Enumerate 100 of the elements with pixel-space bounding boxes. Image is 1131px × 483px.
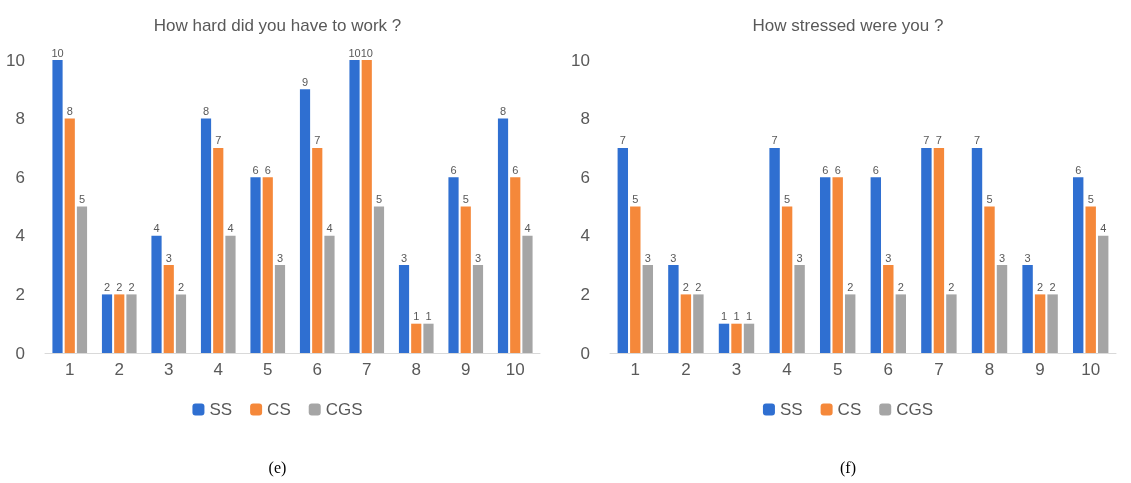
legend-label: CS [267, 400, 291, 419]
x-tick-label: 3 [164, 360, 174, 379]
bar [731, 323, 742, 353]
data-label: 10 [360, 46, 373, 59]
bar [151, 235, 162, 353]
data-label: 7 [619, 134, 626, 147]
bar [398, 265, 410, 353]
data-label: 6 [264, 163, 271, 176]
bar [933, 147, 945, 353]
chart-title: How stressed were you ? [752, 16, 944, 35]
bar [832, 177, 843, 353]
bar [1047, 294, 1058, 353]
data-label: 1 [745, 310, 753, 323]
bar [1072, 177, 1084, 353]
data-label: 5 [784, 193, 791, 205]
x-tick-label: 5 [832, 360, 843, 379]
data-label: 1 [733, 310, 740, 323]
legend-label: CS [837, 400, 862, 419]
bar [844, 294, 856, 353]
legend-label: CGS [325, 400, 363, 419]
data-label: 2 [177, 280, 185, 293]
data-label: 4 [1100, 222, 1107, 235]
data-label: 5 [375, 193, 383, 205]
bar [274, 265, 286, 353]
y-tick-label: 8 [580, 109, 590, 129]
data-label: 4 [227, 222, 234, 235]
bar [213, 147, 224, 353]
data-label: 5 [632, 193, 639, 205]
bar [781, 206, 793, 353]
x-tick-label: 2 [681, 360, 691, 379]
data-label: 2 [897, 280, 904, 293]
data-label: 3 [670, 251, 677, 264]
data-label: 3 [165, 251, 172, 264]
bar [921, 147, 932, 353]
bar [497, 118, 509, 353]
data-label: 2 [695, 280, 702, 293]
x-tick-label: 6 [883, 360, 894, 379]
bar [299, 89, 311, 353]
bar [373, 206, 385, 353]
data-label: 5 [1087, 193, 1094, 205]
data-label: 9 [301, 75, 309, 88]
chart-title: How hard did you have to work ? [153, 16, 402, 35]
y-tick-label: 6 [15, 167, 25, 187]
bar [946, 294, 957, 353]
text: (e) [268, 458, 287, 477]
bar [1097, 235, 1109, 353]
x-tick-label: 7 [934, 360, 944, 379]
data-label: 10 [348, 46, 361, 59]
bar [630, 206, 641, 353]
data-label: 7 [771, 134, 778, 147]
data-label: 3 [400, 251, 408, 264]
bar [114, 294, 125, 353]
data-label: 3 [1024, 251, 1031, 264]
data-label: 7 [314, 134, 321, 147]
bar [895, 294, 907, 353]
legend-label: CGS [896, 400, 934, 419]
data-label: 1 [720, 310, 728, 323]
y-tick-label: 4 [15, 226, 25, 246]
data-label: 3 [796, 251, 803, 264]
data-label: 2 [128, 280, 135, 293]
y-tick-label: 10 [571, 50, 590, 70]
data-label: 2 [682, 280, 689, 293]
data-label: 1 [425, 310, 432, 323]
text: (f) [840, 458, 856, 477]
data-label: 6 [512, 163, 519, 176]
y-tick-label: 10 [6, 50, 25, 70]
bar [52, 60, 63, 353]
data-label: 3 [276, 251, 284, 264]
data-label: 4 [326, 222, 333, 235]
x-tick-label: 5 [263, 360, 273, 379]
y-tick-label: 8 [15, 109, 25, 129]
data-label: 8 [66, 105, 73, 118]
bar [175, 294, 187, 353]
bar [794, 265, 805, 353]
bar [64, 118, 75, 353]
bar [996, 265, 1008, 353]
legend-label: SS [209, 400, 233, 419]
bar [718, 323, 730, 353]
bar [522, 235, 533, 353]
x-tick-label: 7 [362, 360, 372, 379]
bar [870, 177, 882, 353]
data-label: 6 [1075, 163, 1082, 176]
bar [510, 177, 521, 353]
bar [984, 206, 995, 353]
bar [411, 323, 422, 353]
bar [163, 265, 174, 353]
x-tick-label: 9 [461, 360, 471, 379]
data-label: 8 [499, 105, 507, 118]
data-label: 10 [51, 46, 64, 59]
y-tick-label: 0 [15, 343, 25, 363]
data-label: 2 [103, 280, 111, 293]
data-label: 2 [116, 280, 123, 293]
x-tick-label: 1 [630, 360, 641, 379]
bar [743, 323, 755, 353]
y-tick-label: 6 [580, 167, 590, 187]
data-label: 6 [450, 163, 457, 176]
bar [1022, 265, 1033, 353]
bar [200, 118, 212, 353]
bar [680, 294, 692, 353]
x-tick-label: 10 [1081, 360, 1101, 379]
